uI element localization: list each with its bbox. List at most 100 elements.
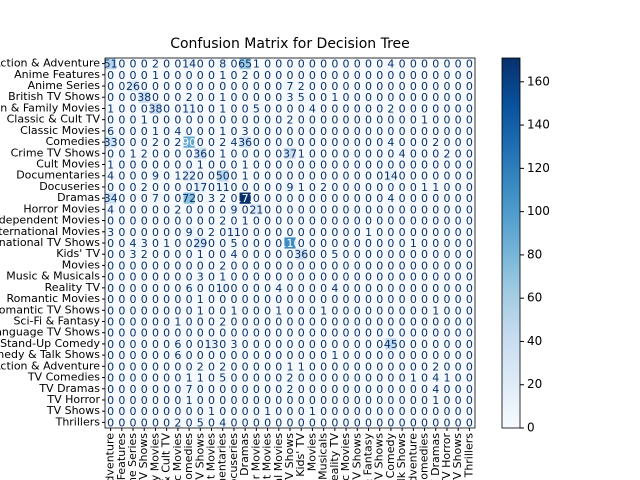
cell <box>172 248 184 261</box>
cell <box>351 69 364 81</box>
cell <box>441 338 453 350</box>
cell-label: 0 <box>107 80 114 93</box>
cell <box>306 259 319 272</box>
cell <box>418 226 431 238</box>
cell <box>205 405 218 418</box>
cell <box>138 271 151 283</box>
cell-label: 0 <box>343 58 350 71</box>
cell-label: 0 <box>219 203 226 216</box>
cell <box>239 383 252 395</box>
cell <box>172 226 184 238</box>
cell-label: 0 <box>309 338 316 351</box>
cell <box>228 226 240 238</box>
y-tick-label: Dramas <box>57 191 100 204</box>
cell-label: 0 <box>163 147 170 160</box>
cell <box>127 192 139 205</box>
colorbar-tick-label: 140 <box>527 118 550 132</box>
cell-label: 0 <box>365 349 372 362</box>
cell <box>250 80 263 92</box>
cell-label: 1 <box>163 237 170 250</box>
cell-label: 2 <box>141 181 148 194</box>
cell-label: 0 <box>376 159 383 172</box>
cell <box>463 416 476 429</box>
cell-label: 0 <box>455 349 462 362</box>
cell <box>172 58 184 70</box>
cell-label: 0 <box>331 125 338 138</box>
cell <box>194 181 207 193</box>
cell-label: 0 <box>399 69 406 82</box>
cell <box>138 80 151 92</box>
cell-label: 2 <box>387 102 394 115</box>
cell-label: 0 <box>275 327 282 340</box>
cell <box>273 371 285 384</box>
cell <box>430 349 442 362</box>
x-tick-label: Stand-Up Comedy & Talk Shows <box>395 433 408 480</box>
cell <box>351 383 364 395</box>
cell <box>239 248 252 261</box>
cell <box>273 102 285 115</box>
cell-label: 0 <box>343 159 350 172</box>
cell <box>295 125 308 137</box>
cell <box>329 158 341 171</box>
cell-label: 0 <box>253 349 260 362</box>
cell-label: 0 <box>365 159 372 172</box>
cell-label: 0 <box>130 304 137 317</box>
cell-label: 0 <box>466 327 473 340</box>
cell-label: 0 <box>130 372 137 385</box>
colorbar-tick-label: 80 <box>527 247 542 261</box>
cell <box>273 304 285 317</box>
cell <box>194 315 207 328</box>
cell <box>362 349 375 362</box>
cell-label: 0 <box>287 215 294 228</box>
cell <box>441 349 453 362</box>
cell <box>441 293 453 305</box>
cell <box>385 360 397 373</box>
cell <box>340 125 352 137</box>
cell <box>172 394 184 406</box>
cell <box>351 181 364 193</box>
cell <box>149 102 162 115</box>
cell-label: 0 <box>174 114 181 127</box>
cell-label: 0 <box>421 215 428 228</box>
cell <box>183 371 195 384</box>
cell <box>138 125 151 137</box>
cell <box>273 91 285 104</box>
cell-label: 0 <box>320 282 327 295</box>
cell <box>205 394 218 406</box>
cell <box>138 203 151 216</box>
cell <box>418 327 431 339</box>
cell-label: 0 <box>432 215 439 228</box>
cell-label: 0 <box>275 293 282 306</box>
cell-label: 0 <box>152 282 159 295</box>
cell-label: 0 <box>152 293 159 306</box>
cell <box>250 349 263 362</box>
cell-label: 0 <box>455 125 462 138</box>
cell <box>351 315 364 328</box>
cell-label: 0 <box>163 114 170 127</box>
cell <box>116 226 128 238</box>
cell-label: 0 <box>118 259 125 272</box>
cell <box>329 259 341 272</box>
cell-label: 0 <box>410 114 417 127</box>
cell-label: 0 <box>130 114 137 127</box>
cell-label: 0 <box>287 349 294 362</box>
cell-label: 0 <box>365 271 372 284</box>
cell-label: 0 <box>376 293 383 306</box>
cell <box>284 136 296 148</box>
cell <box>116 158 128 171</box>
cell-label: 0 <box>264 338 271 351</box>
cell <box>329 271 341 283</box>
cell <box>295 203 308 216</box>
cell-label: 0 <box>466 338 473 351</box>
cell-label: 0 <box>253 338 260 351</box>
cell <box>284 237 296 249</box>
cell <box>284 102 296 115</box>
cell <box>452 170 465 182</box>
cell-label: 0 <box>432 159 439 172</box>
cell-label: 0 <box>287 327 294 340</box>
cell <box>407 271 420 283</box>
cell-label: 0 <box>443 69 450 82</box>
cell <box>261 114 274 126</box>
cell <box>149 383 162 395</box>
